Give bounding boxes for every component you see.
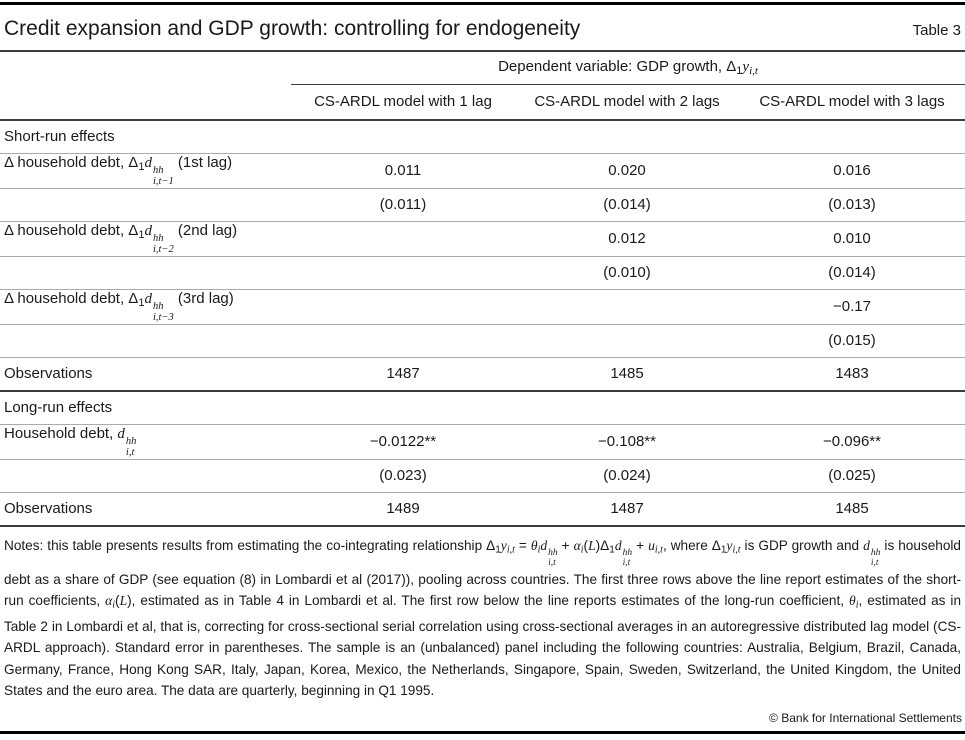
observations-row-long-run: Observations 1489 1487 1485 xyxy=(0,492,965,527)
column-header-row: CS-ARDL model with 1 lag CS-ARDL model w… xyxy=(0,84,965,121)
value-cell: 0.020 xyxy=(515,153,739,189)
se-cell: (0.011) xyxy=(291,188,515,222)
value-cell: 0.010 xyxy=(739,221,965,257)
coef-row-lag1: Δ household debt, Δ1d hh i,t−1 (1st lag) 0… xyxy=(0,153,965,189)
observations-row-short-run: Observations 1487 1485 1483 xyxy=(0,357,965,392)
value-cell: −0.108** xyxy=(515,424,739,460)
value-cell: −0.17 xyxy=(739,289,965,325)
obs-cell: 1489 xyxy=(291,492,515,527)
obs-cell: 1487 xyxy=(515,492,739,527)
table-notes: Notes: this table presents results from … xyxy=(4,537,962,699)
obs-cell: 1487 xyxy=(291,357,515,392)
coef-row-lag2: Δ household debt, Δ1d hh i,t−2 (2nd lag) 0… xyxy=(0,221,965,257)
column-header-model-1-lag: CS-ARDL model with 1 lag xyxy=(291,84,515,121)
se-cell xyxy=(515,324,739,358)
obs-cell: 1483 xyxy=(739,357,965,392)
value-cell: −0.096** xyxy=(739,424,965,460)
section-row-long-run: Long-run effects xyxy=(0,390,965,425)
value-cell: 0.011 xyxy=(291,153,515,189)
value-cell: −0.0122** xyxy=(291,424,515,460)
row-label-empty xyxy=(0,459,291,493)
se-row-lag3: (0.015) xyxy=(0,324,965,358)
row-label-empty xyxy=(0,324,291,358)
se-cell: (0.014) xyxy=(515,188,739,222)
se-cell: (0.023) xyxy=(291,459,515,493)
row-label: Δ household debt, Δ1d hh i,t−1 (1st lag) xyxy=(0,153,291,189)
section-row-short-run: Short-run effects xyxy=(0,119,965,154)
column-header-model-3-lags: CS-ARDL model with 3 lags xyxy=(739,84,965,121)
row-label: Observations xyxy=(0,357,291,392)
value-cell: 0.016 xyxy=(739,153,965,189)
obs-cell: 1485 xyxy=(515,357,739,392)
coef-row-long-run: Household debt, d hh i,t −0.0122** −0.108*… xyxy=(0,424,965,460)
coef-row-lag3: Δ household debt, Δ1d hh i,t−3 (3rd lag) −… xyxy=(0,289,965,325)
value-cell xyxy=(515,289,739,325)
corner-cell xyxy=(0,84,291,121)
row-label: Δ household debt, Δ1d hh i,t−3 (3rd lag) xyxy=(0,289,291,325)
row-label: Δ household debt, Δ1d hh i,t−2 (2nd lag) xyxy=(0,221,291,257)
bottom-rule xyxy=(0,730,965,734)
column-header-model-2-lags: CS-ARDL model with 2 lags xyxy=(515,84,739,121)
row-label: Observations xyxy=(0,492,291,527)
table-title: Credit expansion and GDP growth: control… xyxy=(4,17,581,40)
obs-cell: 1485 xyxy=(739,492,965,527)
section-label: Short-run effects xyxy=(0,119,965,154)
se-row-lag2: (0.010) (0.014) xyxy=(0,256,965,290)
se-cell: (0.013) xyxy=(739,188,965,222)
se-row-lag1: (0.011) (0.014) (0.013) xyxy=(0,188,965,222)
value-cell xyxy=(291,221,515,257)
se-cell: (0.014) xyxy=(739,256,965,290)
se-cell: (0.015) xyxy=(739,324,965,358)
se-cell: (0.010) xyxy=(515,256,739,290)
dependent-variable-row: Dependent variable: GDP growth, Δ1yi,t xyxy=(0,52,965,85)
value-cell xyxy=(291,289,515,325)
top-rule xyxy=(0,2,965,5)
se-cell: (0.024) xyxy=(515,459,739,493)
copyright-line: © Bank for International Settlements xyxy=(769,710,962,725)
row-label-empty xyxy=(0,188,291,222)
se-cell xyxy=(291,256,515,290)
table-number: Table 3 xyxy=(912,22,961,40)
se-cell xyxy=(291,324,515,358)
results-table: Dependent variable: GDP growth, Δ1yi,t C… xyxy=(0,52,965,527)
row-label: Household debt, d hh i,t xyxy=(0,424,291,460)
se-row-long-run: (0.023) (0.024) (0.025) xyxy=(0,459,965,493)
section-label: Long-run effects xyxy=(0,390,965,425)
value-cell: 0.012 xyxy=(515,221,739,257)
corner-cell xyxy=(0,52,291,84)
title-row: Credit expansion and GDP growth: control… xyxy=(0,5,965,53)
dependent-variable-header: Dependent variable: GDP growth, Δ1yi,t xyxy=(291,52,965,85)
row-label-empty xyxy=(0,256,291,290)
se-cell: (0.025) xyxy=(739,459,965,493)
